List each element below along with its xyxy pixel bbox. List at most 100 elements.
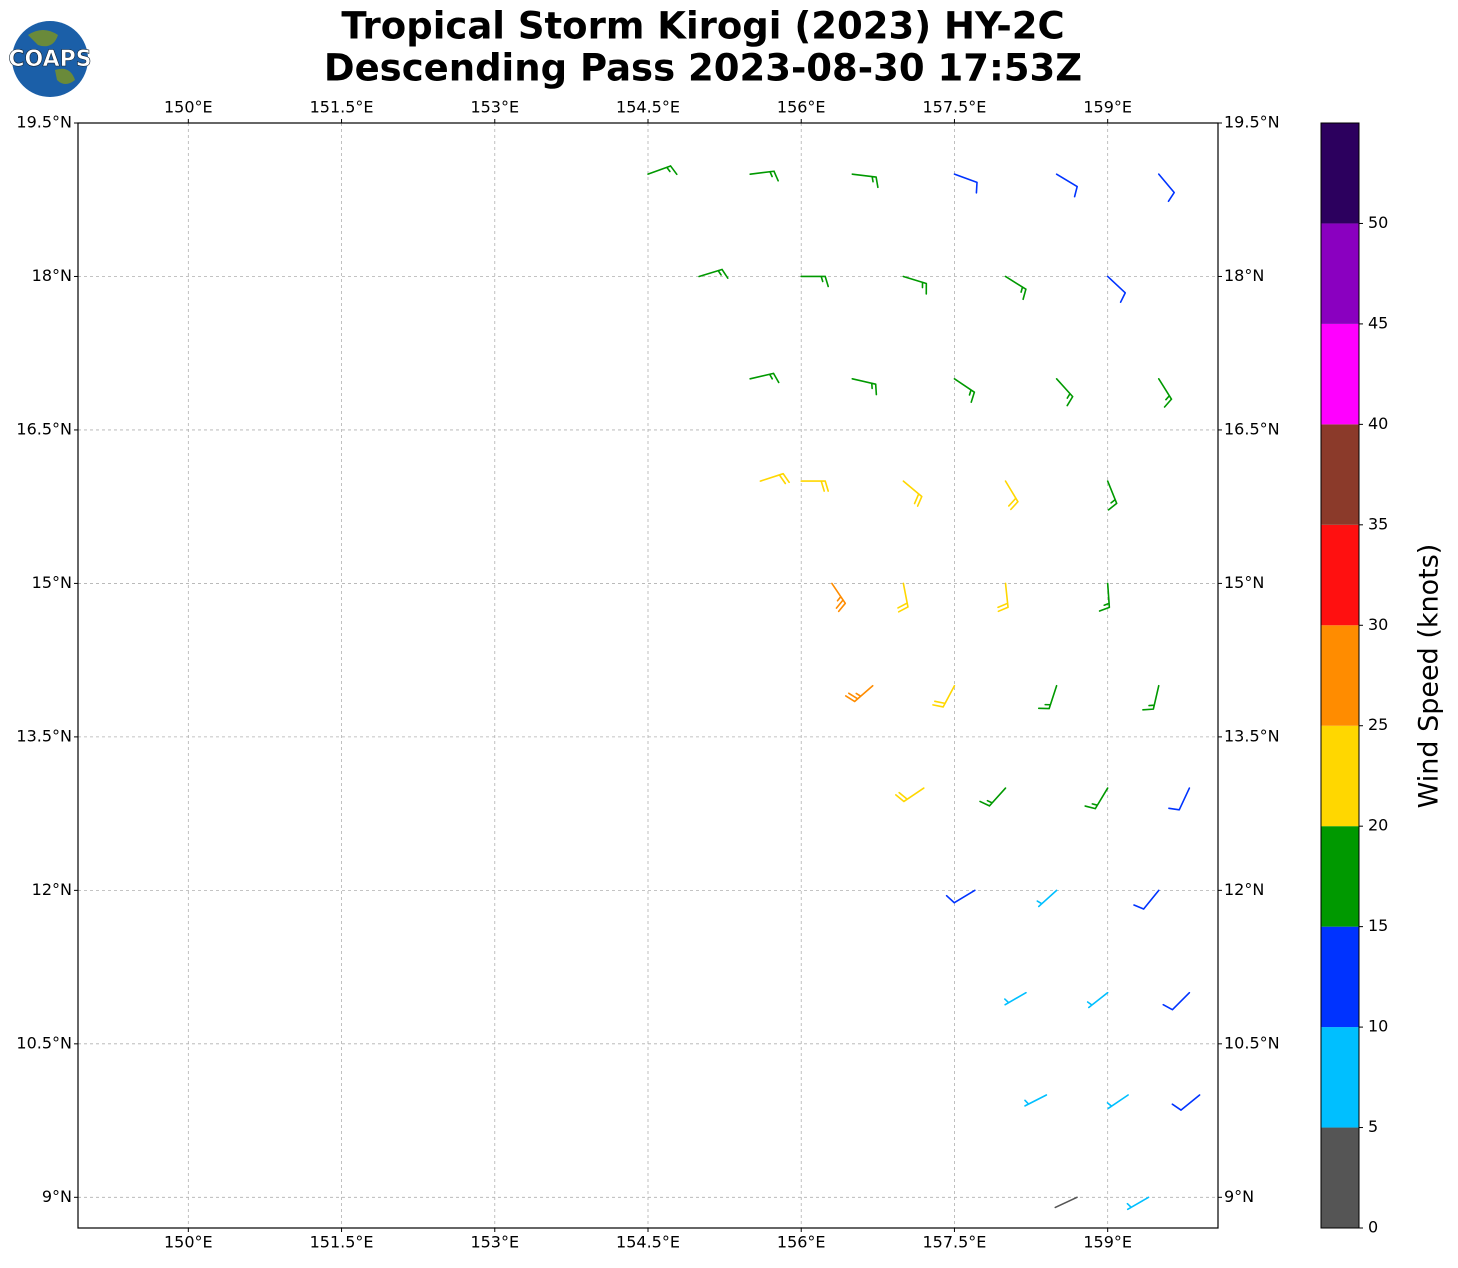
- wind-barb: [800, 275, 830, 288]
- wind-barb: [647, 165, 678, 176]
- wind-barb: [759, 472, 790, 485]
- wind-barb: [851, 173, 879, 189]
- y-tick-label: 9°N: [1224, 1187, 1254, 1206]
- wind-barb: [1133, 889, 1160, 910]
- wind-barb: [1055, 173, 1078, 198]
- colorbar-label: Wind Speed (knots): [1414, 544, 1445, 809]
- y-tick-label: 13.5°N: [16, 726, 72, 745]
- wind-barb: [1106, 480, 1118, 511]
- colorbar: 0 5 10 15 20 25 30 35 40 45 50 Wind Speed (knots): [1320, 122, 1445, 1237]
- wind-barb: [932, 684, 956, 708]
- wind-barb: [945, 889, 976, 904]
- y-tick-label: 12°N: [1224, 880, 1264, 899]
- wind-barb: [698, 268, 729, 279]
- wind-barb: [1157, 173, 1175, 203]
- wind-barb: [1157, 377, 1173, 408]
- wind-barb: [844, 684, 874, 703]
- colorbar-band: [1321, 826, 1359, 927]
- x-tick-label: 154.5°E: [616, 1233, 680, 1252]
- wind-barb: [1098, 582, 1111, 612]
- x-tick-label: 153°E: [470, 98, 519, 117]
- colorbar-tick-label: 5: [1368, 1117, 1378, 1136]
- wind-barb: [1168, 787, 1191, 811]
- wind-barb: [749, 170, 779, 182]
- colorbar-band: [1321, 123, 1359, 224]
- colorbar-tick-label: 50: [1368, 213, 1388, 232]
- wind-barb: [1004, 480, 1019, 511]
- wind-barb: [1171, 1094, 1201, 1111]
- x-tick-label: 159°E: [1083, 1233, 1132, 1252]
- x-tick-label: 157.5°E: [922, 98, 986, 117]
- wind-barb: [1142, 684, 1160, 711]
- wind-barb: [953, 173, 978, 194]
- x-tick-label: 153°E: [470, 1233, 519, 1252]
- y-tick-label: 13.5°N: [1224, 726, 1280, 745]
- y-tick-label: 9°N: [42, 1187, 72, 1206]
- wind-barb: [953, 377, 976, 403]
- colorbar-tick-label: 15: [1368, 916, 1388, 935]
- colorbar-band: [1321, 323, 1359, 425]
- colorbar-tick-label: 0: [1368, 1218, 1378, 1237]
- wind-barb: [895, 787, 925, 803]
- wind-barb: [979, 787, 1007, 807]
- colorbar-band: [1321, 1127, 1359, 1228]
- wind-barb: [1106, 275, 1127, 303]
- logo: COAPS: [8, 21, 92, 97]
- x-tick-label: 159°E: [1083, 98, 1132, 117]
- colorbar-band: [1321, 524, 1359, 626]
- colorbar-tick-label: 40: [1368, 414, 1388, 433]
- wind-barb: [997, 582, 1009, 613]
- logo-text: COAPS: [8, 47, 91, 72]
- colorbar-tick-label: 30: [1368, 615, 1388, 634]
- wind-barb: [851, 377, 878, 396]
- y-tick-label: 15°N: [1224, 573, 1264, 592]
- wind-barb: [1162, 991, 1191, 1011]
- x-tick-label: 156°E: [777, 1233, 826, 1252]
- colorbar-tick-label: 25: [1368, 715, 1388, 734]
- x-tick-label: 151.5°E: [310, 98, 374, 117]
- colorbar-band: [1321, 424, 1359, 525]
- x-tick-label: 150°E: [164, 98, 213, 117]
- wind-barb: [1084, 787, 1109, 810]
- wind-barb: [1036, 889, 1058, 908]
- colorbar-tick-label: 35: [1368, 514, 1388, 533]
- barbs: [647, 165, 1201, 1211]
- colorbar-band: [1321, 926, 1359, 1028]
- y-tick-label: 10.5°N: [16, 1033, 72, 1052]
- colorbar-frame: [1320, 122, 1360, 1229]
- wind-barb: [1037, 684, 1058, 710]
- y-tick-label: 15°N: [32, 573, 72, 592]
- x-tick-label: 154.5°E: [616, 98, 680, 117]
- y-tick-label: 19.5°N: [16, 113, 72, 132]
- wind-barb: [1126, 1196, 1150, 1211]
- wind-barb: [800, 480, 830, 492]
- colorbar-tick-label: 45: [1368, 313, 1388, 332]
- wind-barb: [902, 275, 928, 295]
- wind-barb: [1024, 1094, 1048, 1107]
- logo-land: [28, 30, 75, 84]
- y-tick-label: 18°N: [32, 266, 72, 285]
- wind-barb: [897, 582, 909, 613]
- y-tick-label: 16.5°N: [16, 419, 72, 438]
- colorbar-band: [1321, 725, 1359, 827]
- wind-barb: [1054, 1196, 1078, 1209]
- grid: [78, 122, 1218, 1228]
- x-tick-label: 157.5°E: [922, 1233, 986, 1252]
- colorbar-band: [1321, 223, 1359, 324]
- y-tick-label: 12°N: [32, 880, 72, 899]
- colorbar-band: [1321, 625, 1359, 726]
- y-tick-label: 19.5°N: [1224, 113, 1280, 132]
- colorbar-tick-label: 20: [1368, 816, 1388, 835]
- wind-barb: [1106, 1094, 1129, 1110]
- x-tick-label: 151.5°E: [310, 1233, 374, 1252]
- wind-barb: [1086, 991, 1109, 1009]
- colorbar-band: [1321, 1027, 1359, 1128]
- wind-barb: [902, 480, 923, 507]
- wind-barb: [1004, 991, 1027, 1006]
- wind-barb: [1055, 377, 1074, 407]
- chart-title: Tropical Storm Kirogi (2023) HY-2C: [341, 5, 1064, 48]
- wind-barb: [749, 372, 780, 384]
- x-tick-label: 156°E: [777, 98, 826, 117]
- wind-barb: [1004, 275, 1027, 301]
